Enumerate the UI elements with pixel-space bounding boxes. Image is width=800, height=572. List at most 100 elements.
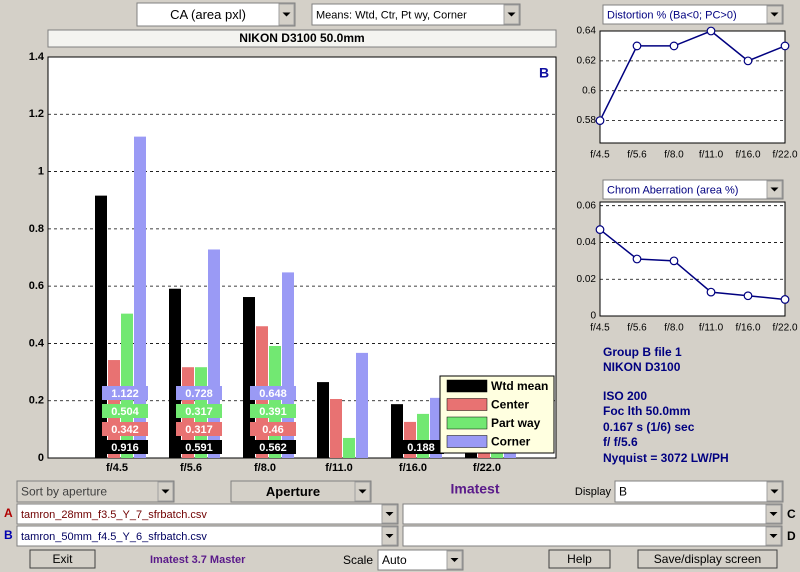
dropdown-arrow [385,534,394,538]
button[interactable] [548,549,611,569]
y-tick-label: 0 [38,452,44,464]
dropdown-arrow [507,12,516,17]
button[interactable] [637,549,778,569]
label: Scale [343,553,373,567]
marker [706,26,716,36]
marker [780,41,790,51]
line [599,228,786,301]
x-tick-label: f/4.5 [106,462,128,474]
y-tick-label: 1.2 [29,108,44,120]
y-tick-label: 0.4 [29,337,45,349]
y-tick-label: 0.2 [29,395,44,407]
annotation: B [539,65,549,81]
combobox[interactable] [377,549,464,571]
marker [743,56,753,66]
dropdown-arrow [769,512,778,516]
combobox-value: Means: Wtd, Ctr, Pt wy, Corner [316,9,467,21]
dropdown-arrow [282,12,291,17]
value-label: 0.317 [185,406,213,418]
marker [743,291,753,301]
value-label: 0.728 [185,388,213,400]
bar [330,398,342,458]
value-label-bg [102,404,148,418]
combobox[interactable] [614,480,784,503]
marker [780,295,790,304]
marker [669,256,679,266]
x-tick-label: f/11.0 [325,462,353,474]
value-label: 0.648 [259,388,287,400]
label: C [787,507,796,521]
value-label: 0.504 [111,406,139,418]
value-label-bg [250,440,296,454]
info-text: Foc lth 50.0mm [603,404,690,418]
label: NIKON D3100 50.0mm [239,31,364,45]
x-tick-label: f/16.0 [735,150,760,161]
legend-label: Center [491,398,529,412]
combobox-value: Auto [382,553,407,567]
button-label: Save/display screen [654,552,761,566]
x-tick-label: f/5.6 [180,462,202,474]
value-label-bg [250,386,296,400]
line [599,30,786,121]
dropdown-arrow [385,512,394,516]
bar [343,437,355,458]
value-label: 0.562 [259,442,287,454]
combobox[interactable] [311,3,521,26]
value-label: 0.188 [407,442,435,454]
legend-label: Wtd mean [491,379,548,393]
combobox[interactable] [16,525,399,547]
combobox[interactable] [602,179,784,200]
y-tick-label: 0.64 [577,26,597,37]
value-label-bg [176,386,222,400]
dropdown-arrow [770,12,779,17]
label: D [787,529,796,543]
dropdown-arrow [450,558,459,562]
bar [317,382,329,458]
button[interactable] [29,549,96,569]
bar [95,195,107,459]
combobox[interactable] [402,525,783,547]
marker [632,254,642,264]
x-tick-label: f/8.0 [664,323,684,334]
value-label: 0.591 [185,442,213,454]
combobox[interactable] [230,480,372,503]
x-tick-label: f/22.0 [473,462,501,474]
value-label: 0.342 [111,424,139,436]
combobox-value: tamron_28mm_f3.5_Y_7_sfrbatch.csv [21,509,207,521]
y-tick-label: 0.6 [582,85,596,96]
value-label: 0.317 [185,424,213,436]
combobox[interactable] [136,2,296,27]
bar [121,313,133,458]
legend-swatch [446,398,488,411]
x-tick-label: f/16.0 [735,323,760,334]
combobox[interactable] [402,503,783,525]
plot-area [599,30,786,144]
value-label-bg [102,422,148,436]
combobox-value: tamron_50mm_f4.5_Y_6_sfrbatch.csv [21,531,207,543]
x-tick-label: f/16.0 [399,462,427,474]
x-tick-label: f/11.0 [699,323,724,334]
combobox[interactable] [16,503,399,525]
combobox-value: CA (area pxl) [170,7,246,22]
marker [595,116,605,125]
combobox-value: B [619,485,627,499]
title-bar [47,29,557,48]
marker [669,41,679,51]
x-tick-label: f/11.0 [699,150,724,161]
value-label-bg [176,404,222,418]
label: Imatest 3.7 Master [150,554,246,566]
label: A [4,506,13,520]
combobox[interactable] [602,4,784,25]
plot-area [599,201,786,317]
combobox-value: Distortion % (Ba<0; PC>0) [607,9,737,21]
dropdown-arrow [769,534,778,538]
y-tick-label: 0.06 [577,200,597,211]
value-label: 1.122 [111,388,139,400]
marker [706,287,716,297]
value-label-bg [102,386,148,400]
combobox[interactable] [16,480,175,503]
y-tick-label: 0.04 [577,237,597,248]
x-tick-label: f/5.6 [627,323,647,334]
value-label-bg [250,422,296,436]
value-label: 0.46 [262,424,283,436]
